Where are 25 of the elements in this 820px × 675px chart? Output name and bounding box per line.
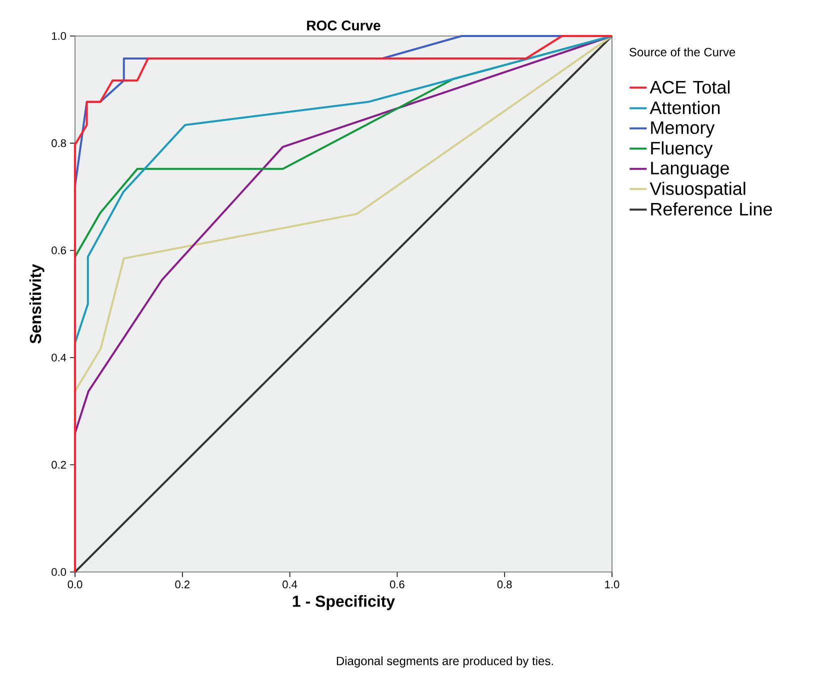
x-tick-label: 0.4: [282, 580, 298, 588]
chart-title: ROC Curve: [307, 20, 380, 30]
y-tick-label: 0.4: [52, 354, 66, 362]
legend-label: Memory: [651, 121, 715, 138]
y-tick-label: 1.0: [52, 32, 66, 40]
x-tick-label: 0.6: [390, 580, 404, 588]
legend-label: Visuospatial: [650, 182, 746, 199]
x-axis-title: 1 - Specificity: [292, 595, 395, 610]
legend-label: Fluency: [651, 141, 713, 158]
x-tick-label: 0.8: [497, 580, 512, 588]
y-tick-label: 0.2: [52, 460, 66, 469]
x-tick-label: 0.2: [175, 580, 190, 588]
legend-title: Source of the Curve: [630, 48, 736, 56]
legend-label: Language: [651, 162, 729, 178]
y-tick-label: 0.8: [52, 139, 66, 148]
text: Diagonal segments are produced by ties.: [336, 656, 553, 668]
y-tick-label: 0.0: [52, 568, 66, 576]
legend-label: Attention: [650, 100, 720, 114]
legend-label: ACE Total: [650, 80, 730, 94]
line-series: [74, 34, 613, 573]
y-tick-label: 0.6: [52, 246, 66, 254]
y-axis-title: Sensitivity: [29, 264, 44, 344]
x-tick-label: 0.0: [68, 580, 82, 588]
legend-label: Reference Line: [651, 202, 772, 216]
x-tick-label: 1.0: [605, 580, 620, 588]
